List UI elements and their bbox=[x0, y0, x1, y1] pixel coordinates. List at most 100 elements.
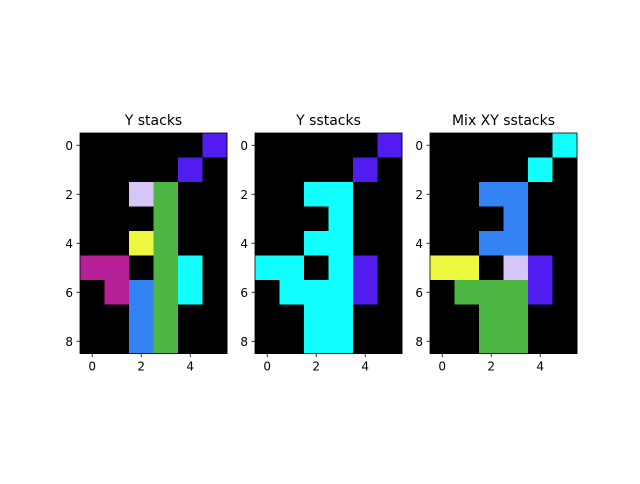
y-tick-label: 0 bbox=[415, 139, 423, 153]
heatmap-cell bbox=[129, 304, 154, 330]
y-tick-label: 8 bbox=[415, 335, 423, 349]
heatmap-cell bbox=[279, 304, 305, 330]
y-tick-label: 6 bbox=[65, 286, 73, 300]
heatmap-cell bbox=[304, 329, 329, 354]
heatmap-cell bbox=[328, 206, 354, 232]
heatmap-cell bbox=[80, 157, 105, 183]
chart-title: Y stacks bbox=[124, 113, 182, 129]
heatmap-cell bbox=[377, 133, 403, 158]
x-tick-label: 0 bbox=[438, 360, 446, 374]
x-tick-label: 2 bbox=[137, 360, 145, 374]
heatmap-cell bbox=[430, 255, 455, 281]
heatmap-cell bbox=[503, 304, 529, 330]
x-tick-label: 4 bbox=[186, 360, 194, 374]
y-tick-label: 4 bbox=[240, 237, 248, 251]
heatmap-cell bbox=[80, 231, 105, 256]
heatmap-cell bbox=[503, 206, 529, 232]
heatmap-cell bbox=[353, 280, 378, 305]
heatmap-cell bbox=[80, 133, 105, 158]
heatmap-cell bbox=[304, 255, 329, 281]
heatmap-cell bbox=[279, 329, 305, 354]
heatmap-cell bbox=[503, 329, 529, 354]
heatmap-cell bbox=[377, 231, 403, 256]
heatmap-cell bbox=[479, 182, 504, 207]
heatmap-cell bbox=[178, 304, 203, 330]
heatmap-cell bbox=[202, 255, 228, 281]
heatmap-cell bbox=[528, 304, 553, 330]
heatmap-cell bbox=[80, 329, 105, 354]
heatmap-cell bbox=[153, 206, 179, 232]
x-tick-label: 2 bbox=[487, 360, 495, 374]
heatmap-cell bbox=[304, 133, 329, 158]
heatmap-cell bbox=[255, 231, 280, 256]
heatmap-cell bbox=[454, 157, 480, 183]
chart-title: Mix XY sstacks bbox=[452, 113, 555, 129]
heatmap-cell bbox=[454, 182, 480, 207]
heatmap-cell bbox=[104, 329, 130, 354]
heatmap-cell bbox=[255, 182, 280, 207]
heatmap-cell bbox=[104, 182, 130, 207]
heatmap-cell bbox=[104, 206, 130, 232]
heatmap-cell bbox=[454, 133, 480, 158]
heatmap-cell bbox=[479, 133, 504, 158]
heatmap-cell bbox=[304, 304, 329, 330]
y-tick-label: 4 bbox=[415, 237, 423, 251]
heatmap-cell bbox=[129, 231, 154, 256]
heatmap-cell bbox=[430, 231, 455, 256]
heatmap-cell bbox=[552, 231, 578, 256]
heatmap-cell bbox=[202, 182, 228, 207]
heatmap-cell bbox=[479, 304, 504, 330]
heatmap-cell bbox=[279, 231, 305, 256]
heatmap-cell bbox=[153, 157, 179, 183]
heatmap-cell bbox=[430, 157, 455, 183]
x-tick-label: 4 bbox=[536, 360, 544, 374]
y-tick-label: 4 bbox=[65, 237, 73, 251]
heatmap-cell bbox=[80, 304, 105, 330]
y-tick-label: 2 bbox=[415, 188, 423, 202]
heatmap-cell bbox=[255, 157, 280, 183]
heatmap-cell bbox=[353, 133, 378, 158]
heatmap-cell bbox=[503, 255, 529, 281]
y-tick-label: 8 bbox=[240, 335, 248, 349]
heatmap-cell bbox=[153, 280, 179, 305]
heatmap-cell bbox=[430, 182, 455, 207]
heatmap-cell bbox=[202, 231, 228, 256]
heatmap-cell bbox=[202, 280, 228, 305]
heatmap-cell bbox=[255, 255, 280, 281]
heatmap-cell bbox=[178, 280, 203, 305]
heatmap-cell bbox=[552, 255, 578, 281]
heatmap-cell bbox=[304, 182, 329, 207]
heatmap-cell bbox=[255, 206, 280, 232]
heatmap-cell bbox=[377, 280, 403, 305]
heatmap-cell bbox=[279, 133, 305, 158]
heatmap-cell bbox=[552, 329, 578, 354]
heatmap-cell bbox=[104, 231, 130, 256]
heatmap-cell bbox=[552, 304, 578, 330]
heatmap-cell bbox=[328, 255, 354, 281]
heatmap-cell bbox=[353, 329, 378, 354]
heatmap-cell bbox=[528, 329, 553, 354]
heatmap-cell bbox=[178, 157, 203, 183]
heatmap-cell bbox=[80, 206, 105, 232]
heatmap-cell bbox=[479, 329, 504, 354]
heatmap-cell bbox=[430, 133, 455, 158]
heatmap-cell bbox=[80, 182, 105, 207]
heatmap-cell bbox=[454, 206, 480, 232]
heatmap-cell bbox=[178, 231, 203, 256]
heatmap-cell bbox=[377, 304, 403, 330]
heatmap-cell bbox=[528, 133, 553, 158]
heatmap-panel-0: Y stacks 0 2 4 0 2 4 6 8 bbox=[65, 113, 228, 374]
heatmap-cell bbox=[552, 206, 578, 232]
heatmap-cell bbox=[104, 255, 130, 281]
heatmap-cell bbox=[202, 157, 228, 183]
heatmap-cell bbox=[552, 280, 578, 305]
heatmap-cell bbox=[153, 231, 179, 256]
heatmap-cell bbox=[255, 280, 280, 305]
heatmap-cell bbox=[104, 157, 130, 183]
y-tick-label: 2 bbox=[65, 188, 73, 202]
heatmap-cell bbox=[454, 329, 480, 354]
heatmap-cell bbox=[552, 182, 578, 207]
heatmap-cell bbox=[503, 182, 529, 207]
heatmap-cell bbox=[328, 304, 354, 330]
